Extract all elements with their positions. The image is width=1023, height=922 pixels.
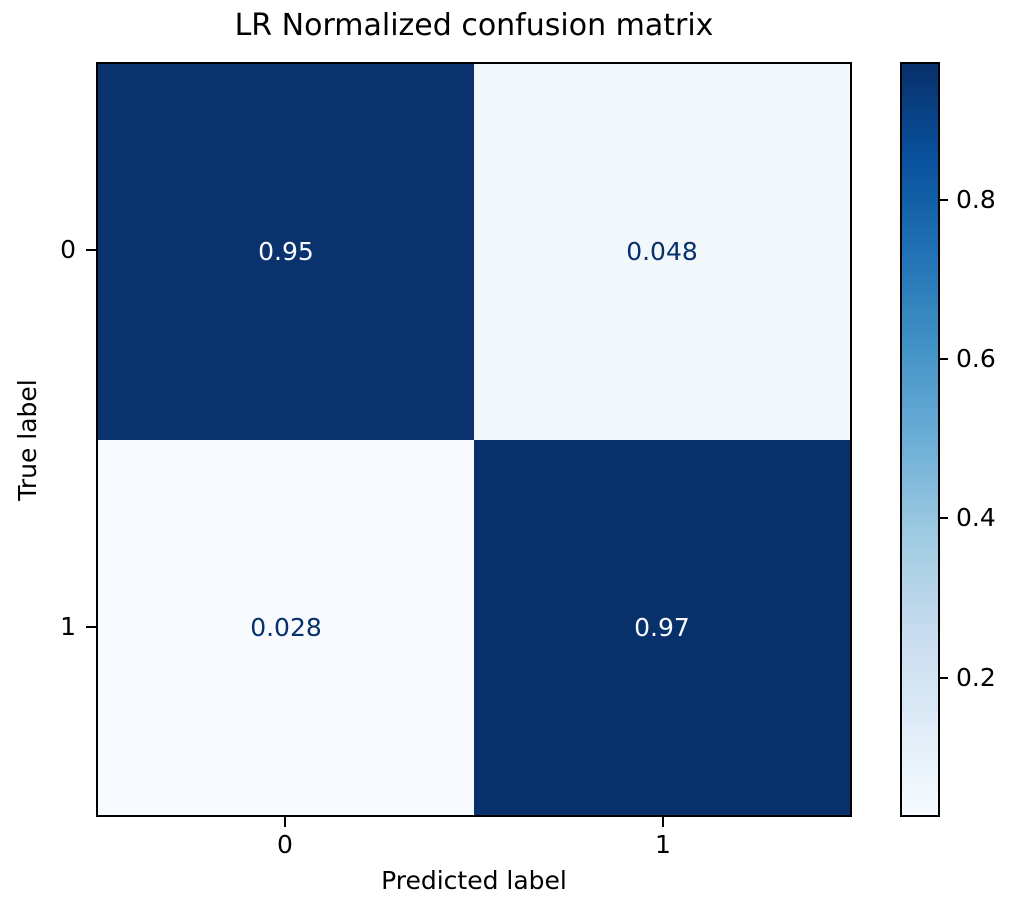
y-tick-label-0: 0 (60, 235, 76, 264)
chart-title: LR Normalized confusion matrix (234, 8, 714, 43)
colorbar-gradient (900, 62, 940, 817)
x-axis-tick-0 (284, 817, 286, 827)
confusion-matrix-plot: 0.95 0.048 0.028 0.97 (96, 62, 852, 817)
matrix-cell-1-1: 0.97 (474, 439, 850, 815)
cell-value: 0.048 (626, 237, 698, 267)
colorbar-tick-label-2: 0.4 (956, 503, 996, 533)
colorbar-tick-0 (940, 198, 948, 201)
cell-value: 0.95 (258, 237, 314, 267)
cell-value: 0.028 (250, 612, 322, 642)
cell-value: 0.97 (634, 612, 690, 642)
colorbar: 0.8 0.6 0.4 0.2 (900, 62, 1023, 817)
colorbar-tick-label-1: 0.6 (956, 343, 996, 373)
matrix-cell-0-1: 0.048 (474, 64, 850, 440)
matrix-cell-0-0: 0.95 (98, 64, 474, 440)
colorbar-tick-1 (940, 357, 948, 360)
colorbar-tick-2 (940, 517, 948, 520)
matrix-cell-1-0: 0.028 (98, 439, 474, 815)
y-tick-label-1: 1 (60, 612, 76, 641)
colorbar-tick-label-0: 0.8 (956, 184, 996, 214)
colorbar-tick-label-3: 0.2 (956, 662, 996, 692)
y-axis-label: True label (13, 379, 42, 501)
y-axis-tick-1 (86, 626, 96, 628)
y-axis-tick-0 (86, 249, 96, 251)
colorbar-tick-3 (940, 676, 948, 679)
x-axis-tick-1 (662, 817, 664, 827)
x-axis-label: Predicted label (381, 866, 567, 895)
x-tick-label-1: 1 (655, 830, 671, 859)
x-tick-label-0: 0 (277, 830, 293, 859)
